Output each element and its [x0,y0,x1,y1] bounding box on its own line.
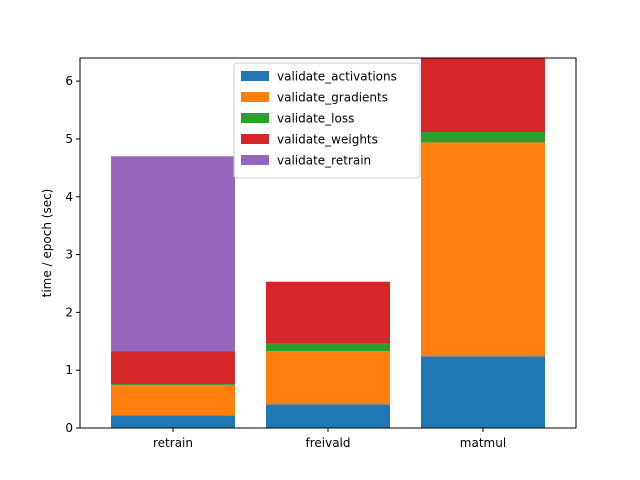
bar-retrain-validate_retrain [111,156,235,352]
y-tick-label: 3 [65,248,73,262]
bar-freivald-validate_loss [266,343,390,352]
bar-retrain-validate_loss [111,384,235,386]
x-tick-label: matmul [460,436,506,450]
bar-matmul-validate_gradients [421,142,545,357]
legend-label: validate_gradients [277,91,388,105]
bar-matmul-validate_activations [421,356,545,428]
legend-label: validate_loss [277,112,354,126]
y-tick-label: 0 [65,421,73,435]
legend-box [233,62,421,179]
legend-label: validate_weights [277,133,378,147]
bar-retrain-validate_gradients [111,385,235,416]
y-tick-label: 2 [65,305,73,319]
y-tick-label: 4 [65,190,73,204]
legend-swatch [241,155,269,165]
legend-label: validate_retrain [277,154,371,168]
bar-retrain-validate_activations [111,415,235,428]
bar-matmul-validate_weights [421,58,545,132]
legend-swatch [241,134,269,144]
legend-swatch [241,92,269,102]
bar-freivald-validate_gradients [266,351,390,405]
legend: validate_activations validate_gradientsva… [233,62,421,179]
y-tick-label: 6 [65,74,73,88]
y-tick-label: 1 [65,363,73,377]
bar-freivald-validate_activations [266,404,390,428]
bar-freivald-validate_weights [266,281,390,344]
x-axis: retrain freivald matmul [153,428,506,450]
y-tick-label: 5 [65,132,73,146]
bars-layer [111,58,545,428]
bar-retrain-validate_weights [111,351,235,385]
legend-swatch [241,113,269,123]
y-axis-label: time / epoch (sec) [40,189,54,298]
x-tick-label: retrain [153,436,193,450]
legend-swatch [241,71,269,81]
y-axis: 0 1 2 3 4 5 6 [65,74,80,435]
x-tick-label: freivald [305,436,350,450]
legend-label: validate_activations [277,70,397,84]
bar-matmul-validate_loss [421,132,545,143]
